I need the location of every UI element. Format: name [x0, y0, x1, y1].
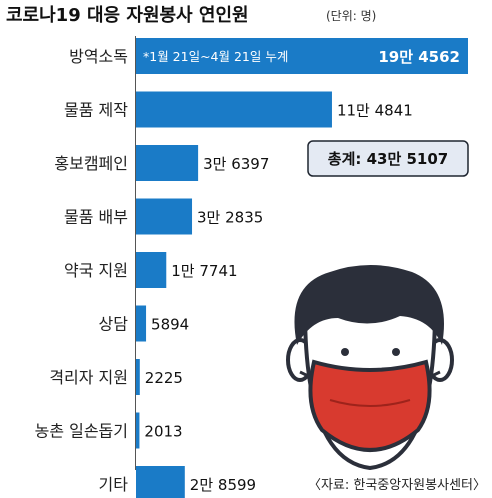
value-labels: 19만 4562 11만 4841 3만 6397 3만 2835 1만 7741 589…	[144, 48, 460, 494]
value-label-0: 19만 4562	[378, 48, 460, 66]
bar-1	[136, 91, 332, 128]
hair-icon	[294, 265, 444, 345]
masked-person-illustration	[286, 265, 454, 471]
bar-8	[136, 466, 185, 498]
bar-2	[136, 145, 199, 181]
bars-layer	[136, 38, 468, 498]
unit-label: (단위: 명)	[326, 9, 376, 23]
category-label-3: 물품 배부	[64, 208, 128, 227]
bar-0	[136, 38, 468, 74]
source-label: 〈자료: 한국중앙자원봉사센터〉	[308, 478, 486, 493]
total-label: 총계: 43만 5107	[328, 150, 448, 168]
category-label-2: 홍보캠페인	[54, 154, 128, 173]
left-eye-icon	[341, 348, 349, 356]
mask-fold-icon	[329, 399, 411, 407]
bar-4	[136, 252, 167, 288]
chart-title: 코로나19 대응 자원봉사 연인원	[6, 5, 249, 26]
bar-3	[136, 198, 193, 235]
category-label-6: 격리자 지원	[49, 368, 128, 387]
value-label-4: 1만 7741	[171, 262, 237, 280]
right-eye-icon	[392, 348, 400, 356]
value-label-5: 5894	[151, 316, 189, 334]
bar-5	[136, 305, 147, 342]
category-label-4: 약국 지원	[64, 261, 128, 280]
category-label-5: 상담	[99, 315, 129, 334]
period-note: *1월 21일~4월 21일 누계	[143, 49, 288, 64]
total-box	[307, 140, 469, 177]
value-label-8: 2만 8599	[190, 476, 256, 494]
value-label-7: 2013	[144, 423, 182, 441]
value-label-2: 3만 6397	[203, 155, 269, 173]
value-label-6: 2225	[145, 369, 183, 387]
category-label-7: 농촌 일손돕기	[35, 422, 128, 441]
category-label-8: 기타	[99, 475, 129, 494]
value-label-1: 11만 4841	[337, 102, 413, 120]
category-label-1: 물품 제작	[64, 101, 128, 120]
category-label-0: 방역소독	[69, 47, 128, 66]
bar-7	[136, 412, 140, 449]
value-label-3: 3만 2835	[197, 209, 263, 227]
bar-6	[136, 359, 140, 395]
